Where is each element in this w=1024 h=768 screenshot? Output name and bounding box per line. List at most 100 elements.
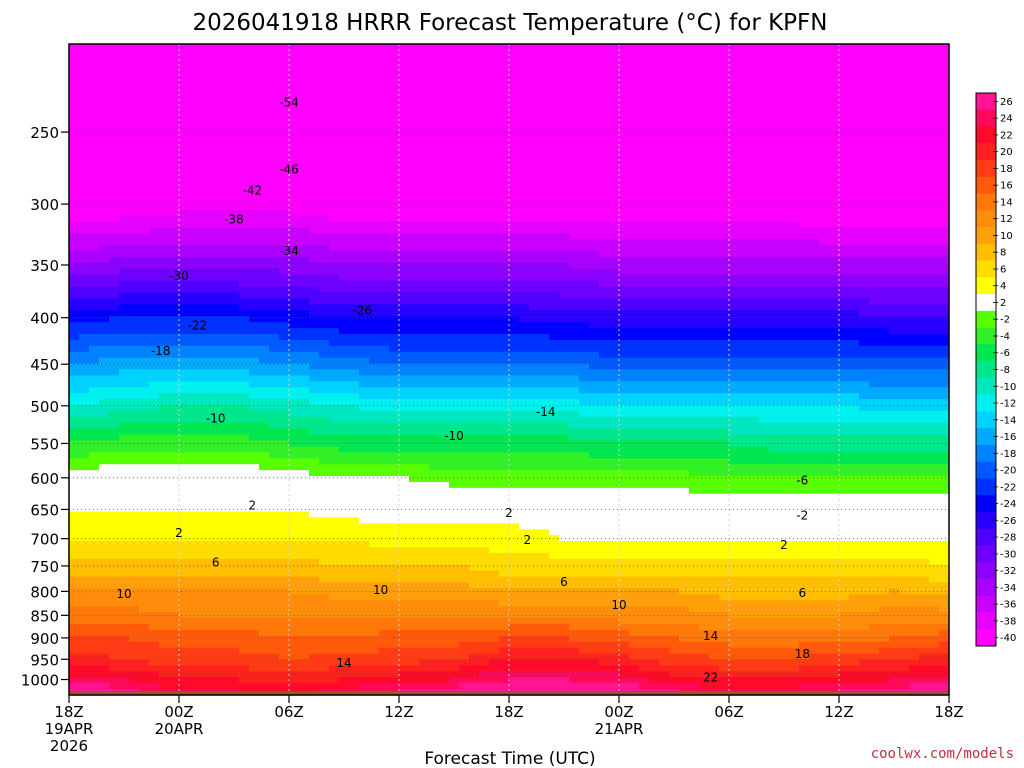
heat-cell [259,422,270,430]
heat-cell [399,120,410,128]
heat-cell [89,647,100,655]
heat-cell [119,434,130,442]
heat-cell [499,304,510,311]
heat-cell [279,109,290,116]
heat-cell [399,446,410,453]
heat-cell [69,215,80,223]
heat-cell [389,529,400,536]
heat-cell [199,410,210,418]
heat-cell [339,381,350,388]
heat-cell [289,203,300,211]
heat-cell [509,618,520,625]
heat-cell [109,49,120,57]
heat-cell [129,452,140,459]
heat-cell [329,428,340,436]
heat-cell [139,564,150,572]
heat-cell [129,180,140,187]
heat-cell [79,381,90,388]
heat-cell [479,434,490,442]
heat-cell [349,298,360,305]
heat-cell [509,280,520,288]
heat-cell [349,612,360,619]
heat-cell [289,174,300,181]
heat-cell [499,322,510,329]
chart-title: 2026041918 HRRR Forecast Temperature (°C… [193,10,828,36]
heat-cell [449,612,460,619]
heat-cell [209,416,220,424]
heat-cell [209,683,220,690]
heat-cell [469,369,480,377]
heat-cell [159,132,170,140]
heat-cell [439,120,450,128]
heat-cell [309,428,320,436]
heat-cell [399,109,410,116]
heat-cell [259,233,270,240]
heat-cell [149,262,160,270]
heat-cell [189,126,200,134]
heat-cell [369,316,380,323]
heat-cell [369,227,380,234]
heat-cell [69,109,80,116]
heat-cell [179,227,190,234]
heat-cell [159,298,170,305]
heat-cell [189,381,200,388]
heat-cell [499,55,510,63]
heat-cell [99,221,110,229]
heat-cell [369,91,380,98]
heat-cell [489,126,500,134]
heat-cell [199,422,210,430]
heat-cell [489,434,500,442]
heat-cell [339,422,350,430]
heat-cell [129,641,140,649]
heat-cell [369,428,380,436]
heat-cell [259,387,270,394]
heat-cell [459,351,470,359]
heat-cell [159,476,170,483]
heat-cell [439,552,450,560]
heat-cell [359,499,370,507]
heat-cell [479,381,490,388]
heat-cell [519,233,530,240]
heat-cell [189,333,200,341]
heat-cell [309,251,320,258]
heat-cell [509,233,520,240]
heat-cell [429,541,440,548]
heat-cell [439,191,450,199]
heat-cell [449,641,460,649]
heat-cell [499,683,510,690]
heat-cell [79,576,90,584]
heat-cell [139,115,150,122]
heat-cell [369,499,380,507]
heat-cell [219,126,230,134]
heat-cell [129,671,140,678]
heat-cell [379,73,390,81]
heat-cell [149,79,160,87]
heat-cell [439,481,450,489]
heat-cell [409,452,420,459]
heat-cell [199,162,210,169]
heat-cell [99,623,110,631]
heat-cell [309,44,320,51]
heat-cell [199,227,210,234]
heat-cell [139,410,150,418]
heat-cell [489,647,500,655]
heat-cell [259,647,270,655]
heat-cell [269,422,280,430]
heat-cell [439,203,450,211]
heat-cell [219,594,230,601]
heat-cell [329,558,340,566]
heat-cell [319,683,330,690]
heat-cell [169,547,180,554]
heat-cell [469,476,480,483]
heat-cell [459,251,470,258]
heat-cell [89,487,100,495]
heat-cell [389,523,400,530]
heat-cell [99,405,110,412]
heat-cell [289,109,300,116]
heat-cell [169,647,180,655]
heat-cell [409,476,420,483]
heat-cell [289,251,300,258]
heat-cell [179,683,190,690]
heat-cell [169,594,180,601]
heat-cell [199,197,210,205]
